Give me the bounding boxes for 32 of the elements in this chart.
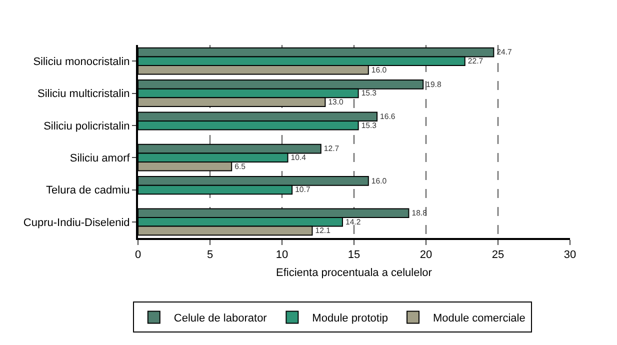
legend-label: Celule de laborator xyxy=(174,312,268,324)
legend-label: Module comerciale xyxy=(433,312,526,324)
data-label: 12.7 xyxy=(324,144,340,154)
x-tick-label: 10 xyxy=(276,249,288,262)
y-tick-label: Telura de cadmiu xyxy=(46,184,130,197)
data-label: 16.0 xyxy=(371,176,388,186)
data-label: 13.0 xyxy=(328,97,344,106)
x-tick-label: 30 xyxy=(564,249,576,262)
data-label: 22.7 xyxy=(468,56,484,66)
x-tick-label: 5 xyxy=(206,249,214,262)
data-label: 24.7 xyxy=(496,48,512,57)
data-label: 12.1 xyxy=(315,226,330,236)
data-label: 15.3 xyxy=(361,88,377,98)
data-label: 19.8 xyxy=(426,80,442,89)
data-label: 15.3 xyxy=(361,120,377,130)
y-tick-label: Siliciu multicristalin xyxy=(38,88,130,100)
x-tick-label: 20 xyxy=(420,249,432,262)
x-axis-title: Eficienta procentuala a celulelor xyxy=(276,266,432,279)
x-tick-label: 0 xyxy=(134,249,142,262)
data-label: 16.6 xyxy=(380,112,396,122)
data-label: 10.4 xyxy=(290,153,307,162)
y-tick-label: Cupru-Indiu-Diselenid xyxy=(23,216,130,229)
legend-label: Module prototip xyxy=(312,312,388,324)
x-tick-label: 15 xyxy=(348,249,360,262)
data-label: 10.7 xyxy=(295,185,310,194)
data-label: 14.2 xyxy=(345,217,361,226)
y-tick-label: Siliciu policristalin xyxy=(44,120,130,132)
y-tick-label: Siliciu monocristalin xyxy=(33,56,130,68)
y-tick-label: Siliciu amorf xyxy=(70,152,131,164)
data-label: 6.5 xyxy=(234,162,246,171)
x-tick-label: 25 xyxy=(492,249,504,262)
data-label: 16.0 xyxy=(371,65,388,74)
